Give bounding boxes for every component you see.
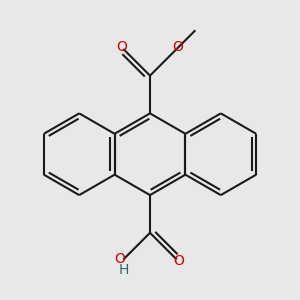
Text: O: O [115, 252, 126, 266]
Text: O: O [173, 254, 184, 268]
Text: H: H [118, 263, 128, 277]
Text: O: O [172, 40, 183, 54]
Text: O: O [116, 40, 127, 54]
